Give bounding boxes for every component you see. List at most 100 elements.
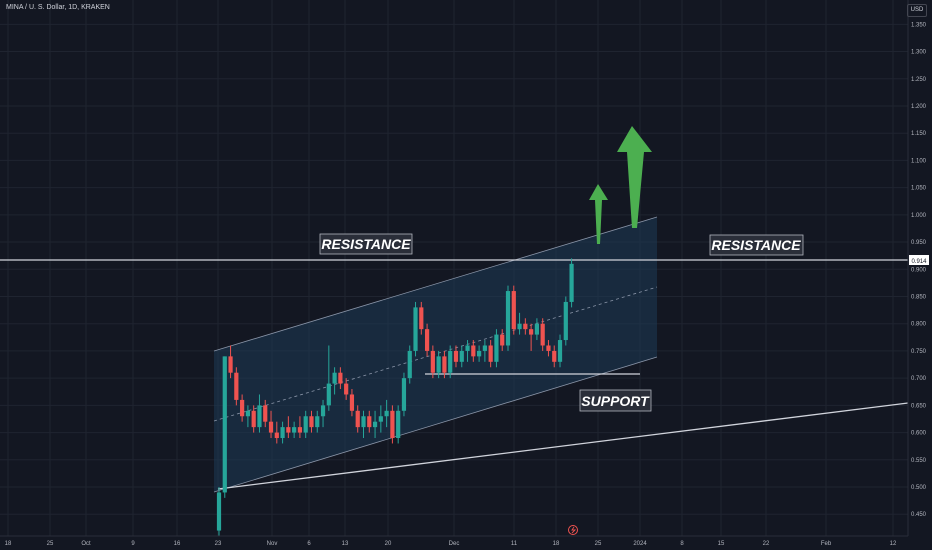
candle[interactable] (436, 350, 441, 379)
candle-body (500, 334, 505, 346)
candle[interactable] (448, 345, 453, 379)
candle[interactable] (477, 345, 482, 362)
candle[interactable] (274, 421, 279, 444)
candle[interactable] (534, 318, 539, 341)
time-tick-label: Nov (267, 541, 278, 547)
candle[interactable] (390, 405, 395, 444)
candle[interactable] (505, 285, 511, 351)
price-axis[interactable]: 1.350 1.300 1.250 1.200 1.150 1.100 1.050 1.000… (911, 22, 927, 518)
candle-body (552, 350, 557, 362)
candle[interactable] (471, 340, 476, 362)
candle[interactable] (396, 405, 401, 444)
candle[interactable] (303, 410, 308, 439)
candle[interactable] (500, 329, 505, 351)
candle[interactable] (529, 323, 534, 351)
price-tick-label: 0.500 (911, 485, 927, 491)
candle-body (546, 345, 551, 351)
candle-body (320, 405, 326, 417)
candle[interactable] (320, 399, 326, 428)
candle[interactable] (488, 340, 493, 368)
time-tick-label: 22 (763, 541, 770, 547)
candle[interactable] (372, 410, 378, 439)
candle[interactable] (297, 416, 303, 439)
candle[interactable] (292, 421, 297, 439)
candle[interactable] (222, 356, 227, 498)
candle-body (274, 432, 279, 439)
candle[interactable] (419, 301, 424, 335)
candle[interactable] (552, 345, 557, 368)
candles-group (216, 258, 574, 536)
candle[interactable] (424, 323, 430, 357)
candle[interactable] (263, 399, 268, 428)
candle[interactable] (251, 405, 256, 433)
candle[interactable] (245, 405, 250, 428)
time-axis[interactable]: 18 25 Oct 9 16 23 Nov 6 13 20 Dec 11 18 25 2024 8 15 22 Fe… (5, 541, 897, 547)
candle[interactable] (355, 405, 360, 433)
candle[interactable] (332, 367, 337, 395)
candle[interactable] (517, 312, 522, 335)
candle-body (482, 345, 487, 351)
time-tick-label: 16 (174, 541, 181, 547)
candle[interactable] (361, 410, 366, 439)
resistance-label-left: RESISTANCE (319, 233, 413, 255)
price-tick-label: 1.150 (911, 131, 927, 137)
candle-body (448, 350, 453, 373)
candle[interactable] (384, 399, 389, 428)
price-axis-bg (908, 0, 932, 550)
candle[interactable] (228, 345, 233, 379)
candle[interactable] (309, 410, 314, 433)
candle[interactable] (216, 487, 222, 536)
candle-body (234, 372, 239, 400)
candle[interactable] (563, 296, 568, 346)
candle-body (413, 307, 418, 351)
candle[interactable] (344, 378, 349, 400)
candle[interactable] (349, 389, 355, 417)
candle[interactable] (540, 318, 545, 351)
candle-body (297, 427, 303, 433)
currency-button[interactable]: USD (907, 4, 927, 17)
candle-body (268, 421, 274, 433)
candle-body (563, 301, 568, 341)
candle[interactable] (546, 340, 551, 357)
price-tick-label: 1.200 (911, 104, 927, 110)
candle[interactable] (286, 416, 291, 439)
candle[interactable] (557, 334, 563, 368)
time-tick-label: 18 (5, 541, 12, 547)
candle-body (465, 345, 470, 351)
candle-body (326, 383, 331, 406)
candle[interactable] (401, 372, 407, 417)
time-tick-label: Oct (81, 541, 91, 547)
candle[interactable] (453, 345, 459, 368)
candle[interactable] (315, 410, 320, 433)
candle[interactable] (367, 410, 372, 433)
candle[interactable] (482, 340, 487, 362)
candle[interactable] (511, 285, 516, 335)
candle[interactable] (523, 318, 528, 335)
lightning-icon[interactable] (568, 525, 578, 535)
candle-body (511, 291, 516, 330)
candle[interactable] (494, 329, 499, 368)
candle[interactable] (378, 405, 383, 433)
candle-body (292, 427, 297, 433)
candle-body (245, 410, 250, 417)
candle[interactable] (240, 394, 245, 422)
candle[interactable] (430, 345, 435, 379)
candle[interactable] (407, 345, 412, 384)
candle[interactable] (569, 258, 574, 308)
candle[interactable] (459, 345, 464, 368)
candle[interactable] (413, 301, 418, 357)
price-tick-label: 0.600 (911, 431, 927, 437)
candle-body (401, 378, 407, 411)
candle-body (228, 356, 233, 373)
candle[interactable] (326, 345, 331, 411)
candle[interactable] (268, 410, 274, 439)
candle[interactable] (257, 394, 262, 433)
candle-body (355, 410, 360, 428)
candle-body (396, 410, 401, 439)
candle[interactable] (280, 421, 285, 444)
candle[interactable] (465, 340, 470, 362)
candle[interactable] (338, 367, 343, 390)
candle[interactable] (442, 350, 447, 379)
candle[interactable] (234, 367, 239, 406)
